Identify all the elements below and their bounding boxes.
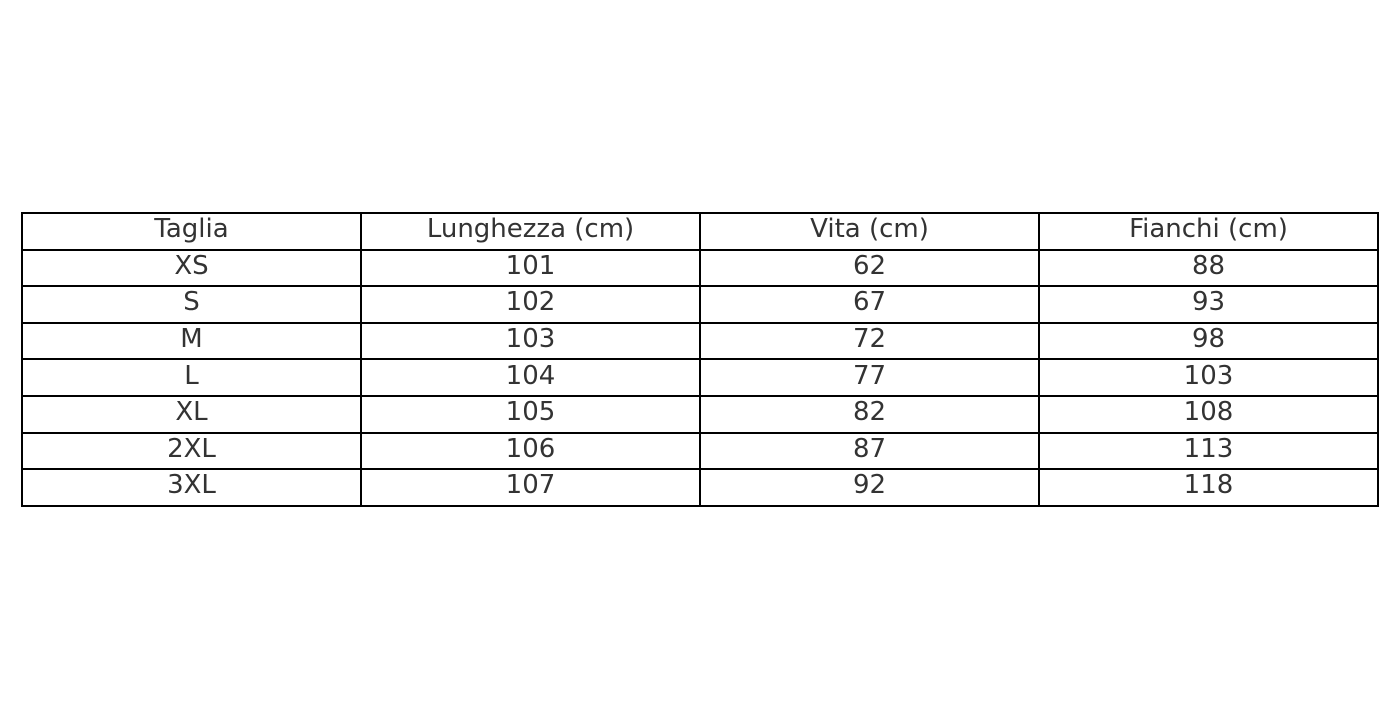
table-cell: 93 [1038, 285, 1379, 324]
table-cell: S [21, 285, 362, 324]
table-cell: 118 [1038, 468, 1379, 507]
table-cell: 87 [699, 431, 1040, 471]
header-row: Taglia Lunghezza (cm) Vita (cm) Fianchi … [21, 212, 1379, 251]
table-cell: 104 [360, 358, 701, 397]
size-chart-table: Taglia Lunghezza (cm) Vita (cm) Fianchi … [21, 212, 1379, 507]
table-row: 2XL 106 87 113 [21, 431, 1379, 471]
table-row: XL 105 82 108 [21, 394, 1379, 434]
table-cell: L [21, 358, 362, 397]
table-cell: M [21, 321, 362, 361]
table-cell: 3XL [21, 468, 362, 507]
table-cell: 106 [360, 431, 701, 471]
table-cell: 108 [1038, 394, 1379, 434]
table-cell: 2XL [21, 431, 362, 471]
table-row: 3XL 107 92 118 [21, 468, 1379, 507]
table-row: XS 101 62 88 [21, 248, 1379, 288]
header-taglia: Taglia [21, 212, 362, 251]
table-cell: 88 [1038, 248, 1379, 288]
table-cell: XS [21, 248, 362, 288]
table-cell: 98 [1038, 321, 1379, 361]
table-cell: 62 [699, 248, 1040, 288]
table-cell: 101 [360, 248, 701, 288]
table-cell: 103 [1038, 358, 1379, 397]
table-cell: 103 [360, 321, 701, 361]
table-cell: 113 [1038, 431, 1379, 471]
table-cell: 72 [699, 321, 1040, 361]
header-vita: Vita (cm) [699, 212, 1040, 251]
table-cell: 67 [699, 285, 1040, 324]
table-cell: 77 [699, 358, 1040, 397]
table-cell: 107 [360, 468, 701, 507]
table-row: L 104 77 103 [21, 358, 1379, 397]
header-lunghezza: Lunghezza (cm) [360, 212, 701, 251]
table-cell: 102 [360, 285, 701, 324]
header-fianchi: Fianchi (cm) [1038, 212, 1379, 251]
table-row: M 103 72 98 [21, 321, 1379, 361]
table-row: S 102 67 93 [21, 285, 1379, 324]
table-cell: 82 [699, 394, 1040, 434]
table-cell: 92 [699, 468, 1040, 507]
table-cell: 105 [360, 394, 701, 434]
table-cell: XL [21, 394, 362, 434]
